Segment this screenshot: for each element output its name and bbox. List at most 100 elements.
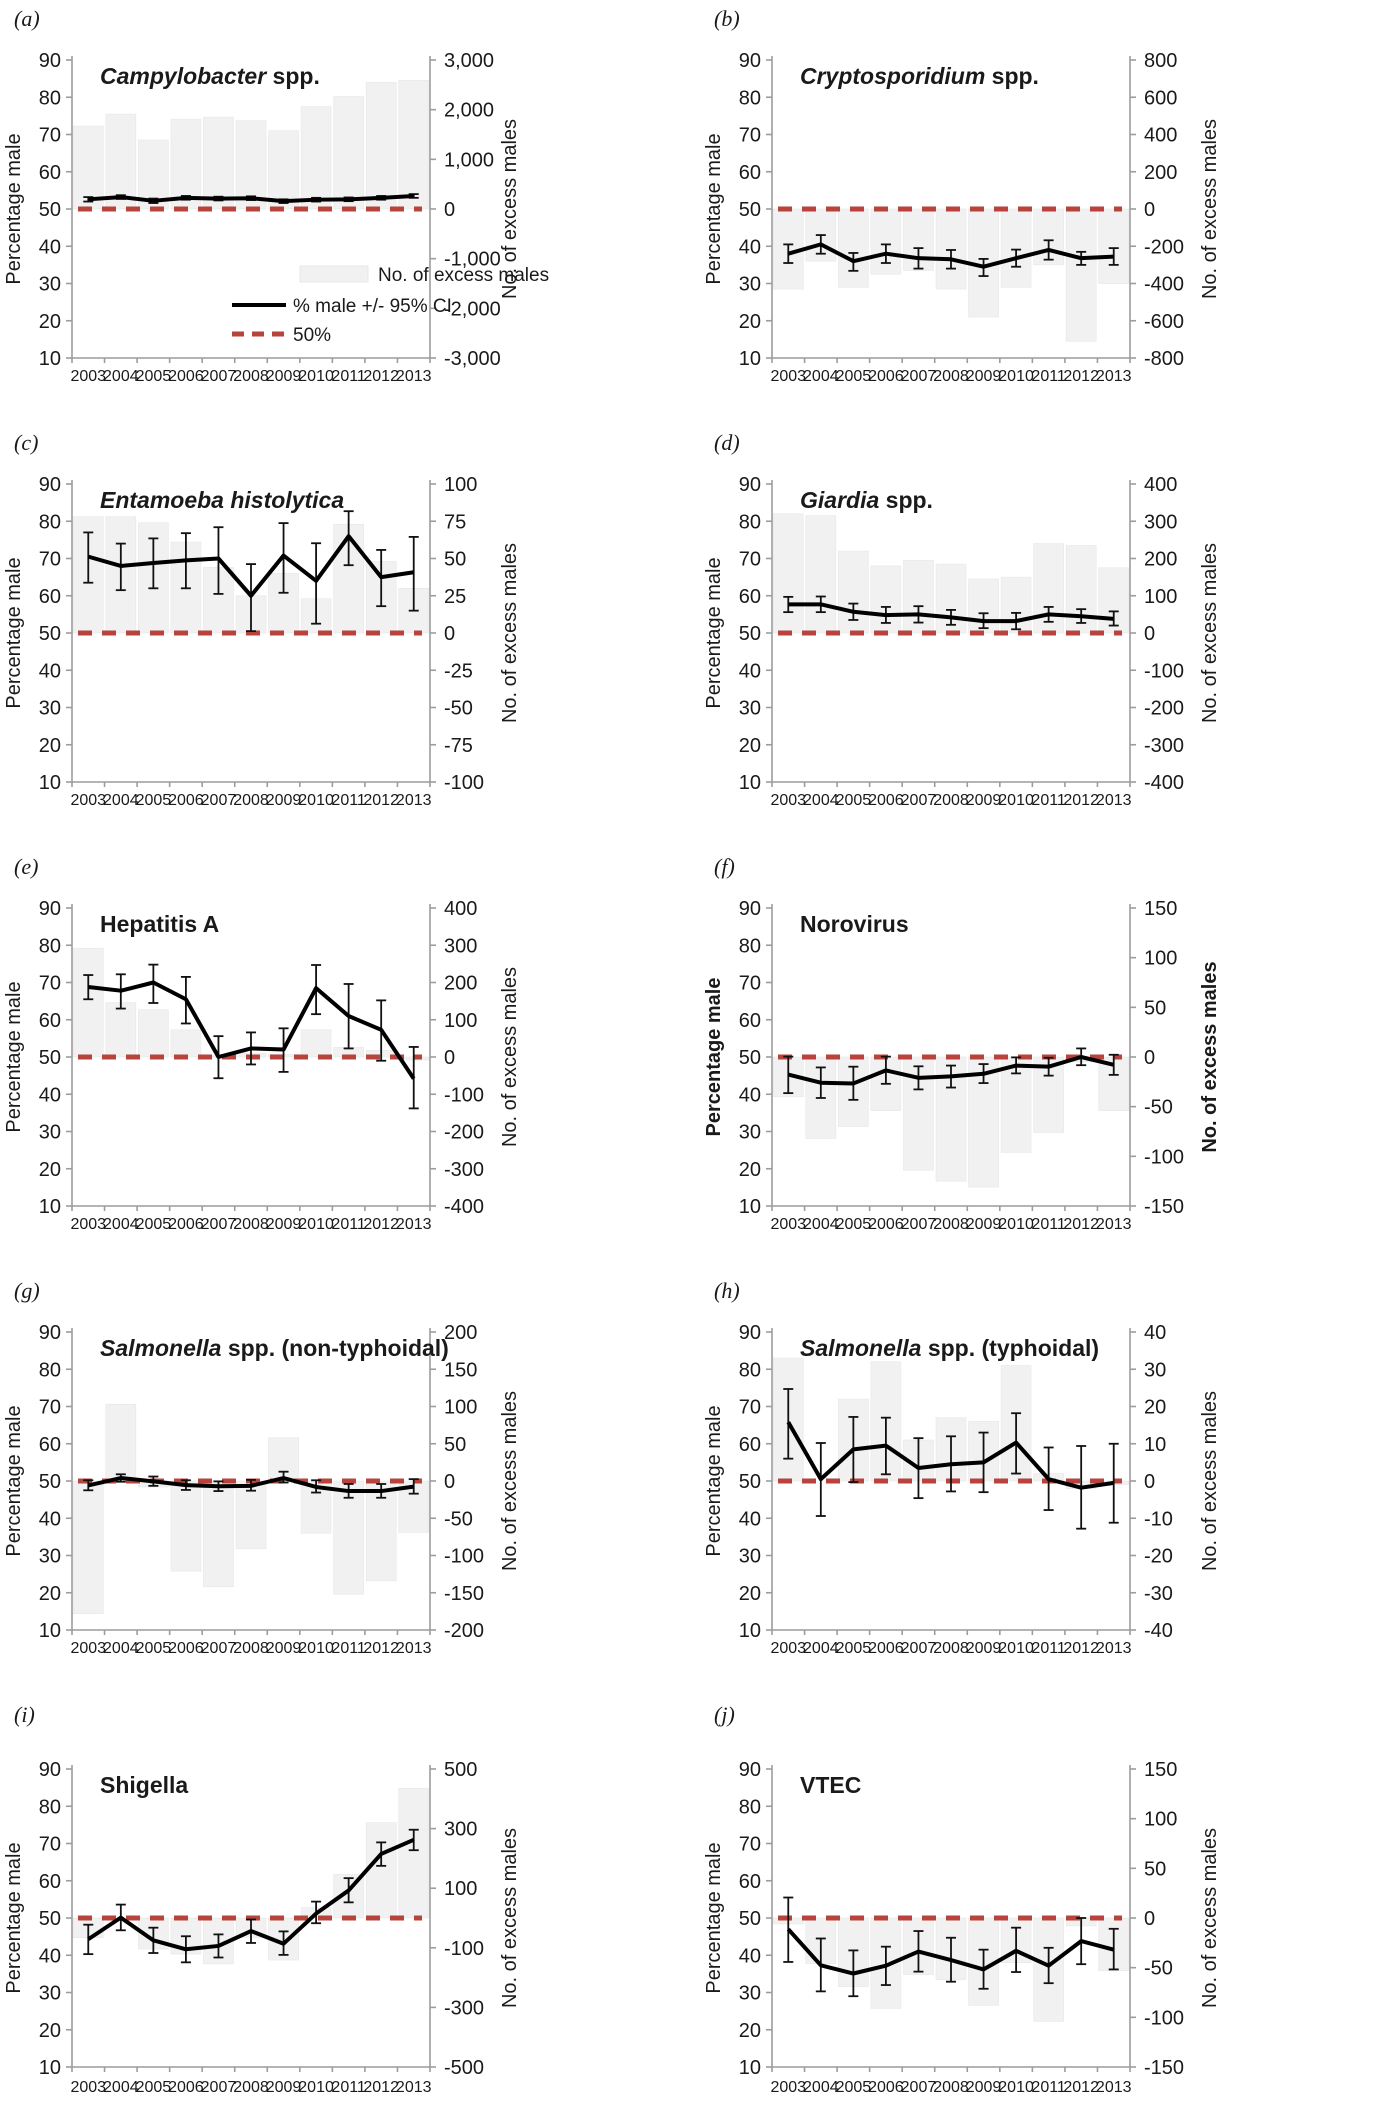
axes — [766, 904, 1136, 1211]
right-tick-label: 0 — [1144, 1471, 1155, 1493]
panel-b: (b) 90 80 70 60 50 40 30 20 10 800 600 400 200 0 -200 -4… — [700, 0, 1400, 424]
excess-males-bar-2008 — [935, 208, 967, 290]
x-tick-label: 2012 — [363, 2079, 399, 2096]
right-tick-label: 200 — [444, 973, 477, 995]
right-tick-label: 75 — [444, 511, 466, 533]
right-tick-label: -25 — [444, 660, 473, 682]
left-tick-label: 40 — [739, 660, 761, 682]
right-tick-label: -300 — [444, 1997, 484, 2019]
right-axis-label: No. of excess males — [1199, 961, 1221, 1152]
right-tick-label: -100 — [1144, 660, 1184, 682]
right-axis-label: No. of excess males — [1199, 1391, 1221, 1571]
x-tick-label: 2008 — [933, 792, 969, 809]
axes — [766, 1765, 1136, 2072]
left-tick-label: 40 — [39, 1508, 61, 1530]
pct-male-line — [87, 1476, 414, 1494]
left-tick-label: 60 — [739, 1010, 761, 1032]
x-tick-label: 2003 — [770, 368, 806, 385]
right-tick-label: 50 — [1144, 1858, 1166, 1880]
excess-males-bar-2003 — [72, 125, 104, 210]
axes — [766, 1328, 1136, 1635]
x-tick-label: 2005 — [836, 792, 872, 809]
excess-males-bar-2011 — [333, 96, 364, 210]
right-tick-label: 10 — [1144, 1434, 1166, 1456]
left-tick-label: 70 — [39, 1397, 61, 1419]
left-axis-label: Percentage male — [703, 557, 725, 708]
right-tick-label: 0 — [444, 199, 455, 221]
right-tick-label: 400 — [1144, 125, 1177, 147]
excess-males-bar-2004 — [805, 515, 837, 634]
x-tick-label: 2009 — [266, 1216, 302, 1233]
left-tick-label: 10 — [39, 1620, 61, 1642]
left-tick-label: 60 — [739, 1434, 761, 1456]
left-tick-label: 40 — [739, 1945, 761, 1967]
x-tick-label: 2008 — [933, 368, 969, 385]
excess-males-bar-2006 — [870, 208, 902, 275]
left-tick-label: 20 — [739, 311, 761, 333]
right-tick-label: 400 — [444, 898, 477, 920]
left-tick-label: 30 — [739, 698, 761, 720]
right-axis-label: No. of excess males — [499, 1391, 521, 1571]
left-tick-label: 40 — [39, 660, 61, 682]
x-tick-label: 2006 — [168, 368, 204, 385]
excess-males-bar-2010 — [300, 1480, 332, 1534]
left-tick-label: 30 — [39, 698, 61, 720]
right-tick-label: -150 — [444, 1583, 484, 1605]
right-tick-label: 100 — [1144, 948, 1177, 970]
excess-males-bar-2012 — [365, 82, 397, 210]
x-tick-label: 2005 — [836, 1216, 872, 1233]
panel-letter: (f) — [714, 854, 735, 879]
panel-j: (j) 90 80 70 60 50 40 30 20 10 150 100 50 0 -50 -100 -15… — [700, 1696, 1400, 2121]
left-axis-label: Percentage male — [703, 1842, 725, 1993]
left-tick-label: 30 — [739, 1122, 761, 1144]
axes — [766, 56, 1136, 363]
pct-male-line — [788, 602, 1114, 624]
left-tick-label: 60 — [39, 586, 61, 608]
legend-label-excess-males: No. of excess males — [378, 265, 549, 286]
right-tick-label: -100 — [444, 1546, 484, 1568]
left-tick-label: 60 — [739, 1871, 761, 1893]
right-axis-label: No. of excess males — [499, 967, 521, 1147]
x-tick-label: 2009 — [266, 1640, 302, 1657]
left-tick-label: 20 — [39, 311, 61, 333]
axes — [66, 480, 436, 787]
panel-f: (f) 90 80 70 60 50 40 30 20 10 150 100 50 0 -50 -100 -15… — [700, 848, 1400, 1272]
x-tick-label: 2006 — [168, 2079, 204, 2096]
right-tick-label: -150 — [1144, 2057, 1184, 2079]
left-tick-label: 50 — [39, 623, 61, 645]
excess-males-bar-2005 — [138, 139, 169, 210]
x-tick-label: 2011 — [331, 1216, 366, 1233]
left-tick-label: 80 — [739, 935, 761, 957]
panel-i: (i) 90 80 70 60 50 40 30 20 10 500 300 100 -100 -300 -5… — [0, 1696, 700, 2121]
x-tick-label: 2005 — [136, 792, 172, 809]
x-tick-label: 2010 — [298, 792, 334, 809]
panel-title: Salmonella spp. (typhoidal) — [800, 1335, 1099, 1361]
pct-male-line — [786, 1927, 1115, 1976]
x-tick-label: 2008 — [233, 2079, 269, 2096]
x-tick-label: 2012 — [1063, 2079, 1099, 2096]
right-tick-label: -400 — [1144, 772, 1184, 794]
left-tick-label: 20 — [39, 1583, 61, 1605]
pct-male-line — [786, 1421, 1115, 1490]
right-tick-label: -50 — [444, 1508, 473, 1530]
x-tick-label: 2003 — [70, 2079, 106, 2096]
x-tick-label: 2013 — [1096, 368, 1132, 385]
x-tick-label: 2010 — [998, 2079, 1034, 2096]
x-tick-label: 2009 — [966, 1640, 1002, 1657]
left-tick-label: 90 — [39, 50, 61, 72]
left-tick-label: 80 — [39, 511, 61, 533]
left-tick-label: 50 — [39, 1047, 61, 1069]
left-tick-label: 30 — [739, 1546, 761, 1568]
x-tick-label: 2003 — [770, 1640, 806, 1657]
right-tick-label: -200 — [1144, 236, 1184, 258]
x-tick-label: 2009 — [266, 792, 302, 809]
panel-letter: (e) — [14, 854, 38, 879]
left-tick-label: 40 — [39, 236, 61, 258]
right-tick-label: -100 — [444, 1938, 484, 1960]
left-tick-label: 70 — [739, 1834, 761, 1856]
panel-e: (e) 90 80 70 60 50 40 30 20 10 400 300 200 100 0 -100 -2… — [0, 848, 700, 1272]
left-tick-label: 90 — [39, 1322, 61, 1344]
left-tick-label: 10 — [39, 1196, 61, 1218]
left-tick-label: 50 — [739, 1908, 761, 1930]
right-tick-label: 25 — [444, 586, 466, 608]
